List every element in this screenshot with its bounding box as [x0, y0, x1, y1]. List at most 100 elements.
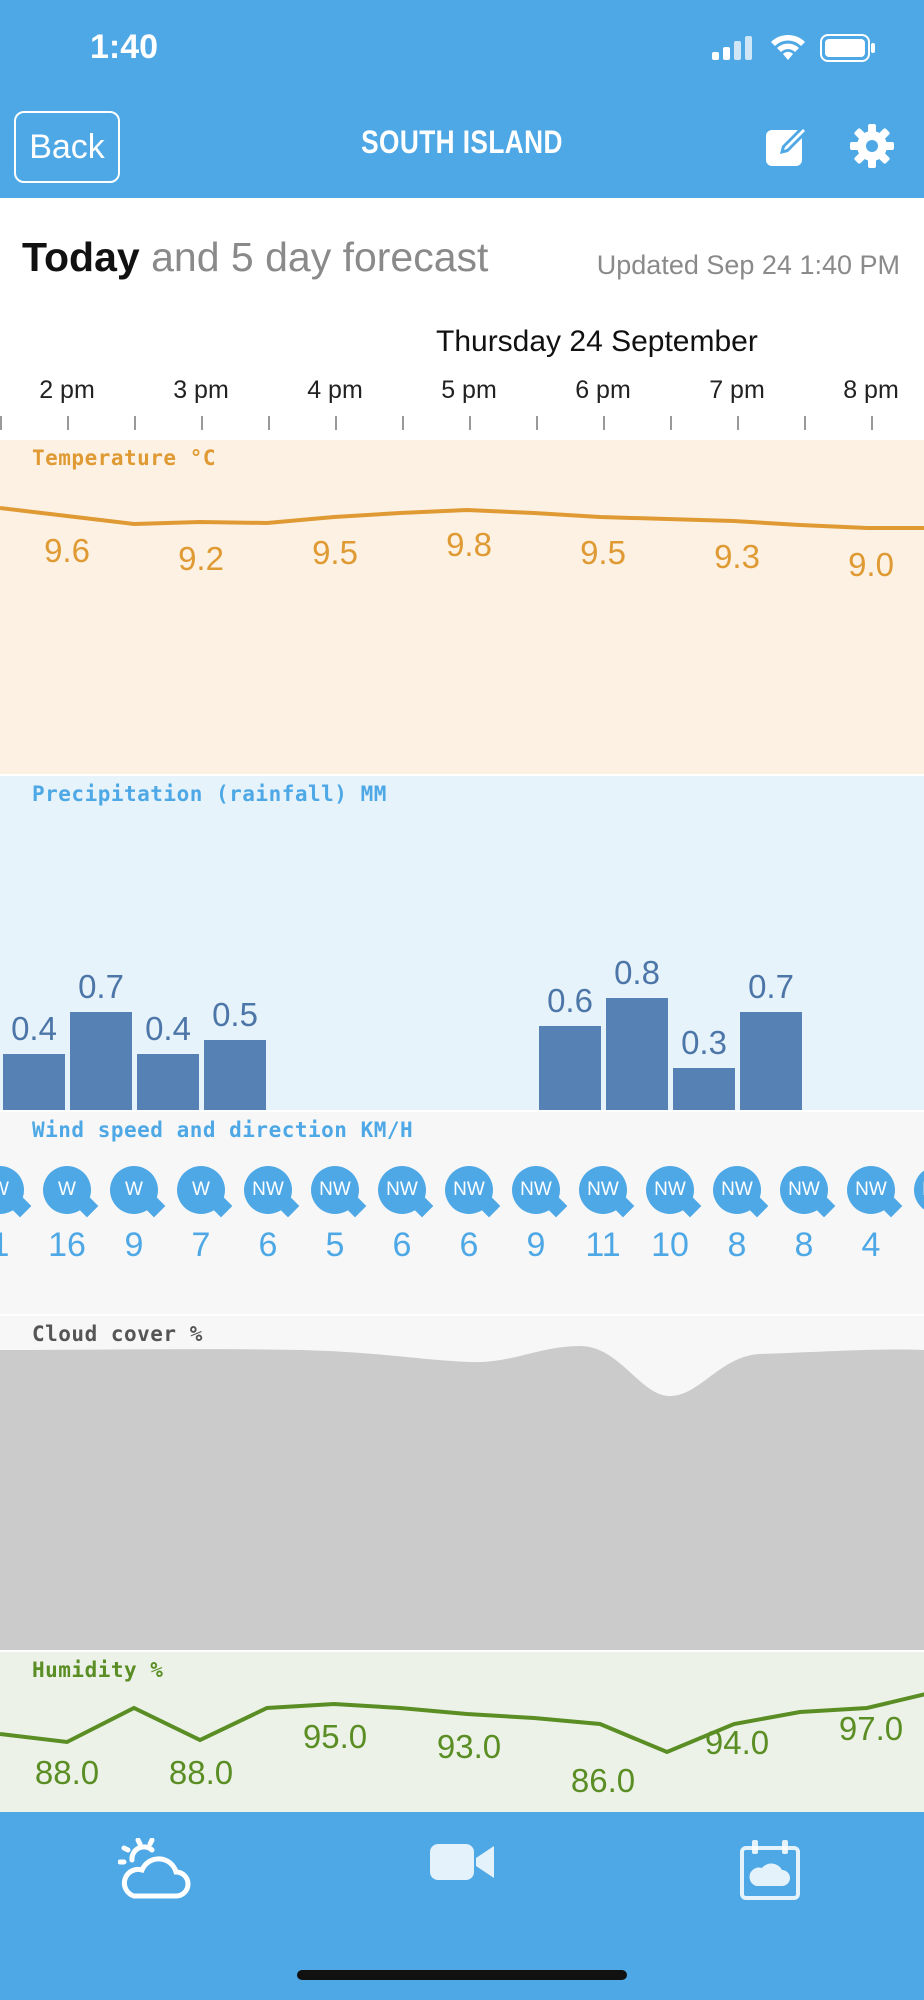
timeline-tick — [67, 416, 69, 430]
timeline-tick — [335, 416, 337, 430]
wind-direction-icon: NW — [512, 1166, 560, 1214]
precipitation-value: 0.8 — [614, 954, 660, 991]
wind-direction-icon: NW — [311, 1166, 359, 1214]
wind-speed: 4 — [861, 1226, 881, 1264]
timeline-tick — [402, 416, 404, 430]
timeline-tick — [670, 416, 672, 430]
status-icons — [712, 34, 876, 62]
humidity-value: 88.0 — [168, 1754, 234, 1791]
wind-speed: 8 — [794, 1226, 814, 1264]
precipitation-bar — [606, 998, 668, 1110]
wind-direction-icon: NW — [646, 1166, 694, 1214]
cloud-area — [0, 1346, 924, 1650]
wind-speed: 9 — [526, 1226, 546, 1264]
hour-label: 2 pm — [39, 376, 95, 404]
video-tab-icon[interactable] — [430, 1838, 496, 1886]
wind-direction-icon: NW — [914, 1166, 924, 1214]
wind-direction-icon: NW — [445, 1166, 493, 1214]
temperature-value: 9.8 — [446, 526, 492, 563]
heading-rest: and 5 day forecast — [139, 234, 489, 280]
wind-direction-icon: NW — [780, 1166, 828, 1214]
timeline-tick — [201, 416, 203, 430]
wind-speed: 6 — [459, 1226, 479, 1264]
back-button[interactable]: Back — [14, 111, 120, 183]
humidity-chart — [0, 1692, 924, 1755]
wind-speed: 8 — [727, 1226, 747, 1264]
wind-speed: 9 — [124, 1226, 144, 1264]
temperature-value: 9.6 — [44, 532, 90, 569]
wind-speed: 11 — [585, 1226, 621, 1264]
wind-title: Wind speed and direction KM/H — [32, 1118, 414, 1142]
precipitation-bar — [70, 1012, 132, 1110]
timeline-tick — [603, 416, 605, 430]
wind-direction-icon: W — [177, 1166, 225, 1214]
wind-speed: 7 — [191, 1226, 211, 1264]
edit-icon[interactable] — [764, 122, 812, 170]
wind-speed: 16 — [48, 1226, 86, 1264]
precipitation-value: 0.6 — [547, 982, 593, 1019]
temperature-title: Temperature °C — [32, 446, 217, 470]
temperature-value: 9.3 — [714, 538, 760, 575]
wind-speed: 6 — [392, 1226, 412, 1264]
precipitation-value: 0.7 — [748, 968, 794, 1005]
precipitation-bar — [673, 1068, 735, 1110]
wind-direction-icon: W — [110, 1166, 158, 1214]
wind-direction-icon: NW — [378, 1166, 426, 1214]
page-title: SOUTH ISLAND — [361, 124, 563, 160]
hour-label: 7 pm — [709, 376, 765, 404]
precipitation-value: 0.7 — [78, 968, 124, 1005]
precipitation-chart — [3, 998, 802, 1110]
timeline-tick — [134, 416, 136, 430]
battery-icon — [820, 34, 875, 62]
humidity-value: 86.0 — [570, 1762, 636, 1799]
temperature-value: 9.5 — [312, 534, 358, 571]
gear-icon[interactable] — [848, 122, 896, 170]
timeline-tick — [536, 416, 538, 430]
timeline-tick — [737, 416, 739, 430]
timeline-tick — [0, 416, 2, 430]
temperature-value: 9.5 — [580, 534, 626, 571]
humidity-value: 94.0 — [704, 1724, 770, 1761]
wind-speed: 1 — [0, 1226, 9, 1265]
forecast-heading: Today and 5 day forecast — [22, 234, 488, 281]
timeline-tick — [804, 416, 806, 430]
precipitation-value: 0.4 — [11, 1010, 57, 1047]
hour-label: 6 pm — [575, 376, 631, 404]
timeline-tick — [268, 416, 270, 430]
precipitation-title: Precipitation (rainfall) MM — [32, 782, 387, 806]
wifi-icon — [771, 34, 805, 60]
hour-label: 4 pm — [307, 376, 363, 404]
precipitation-bar — [539, 1026, 601, 1110]
hour-label: 5 pm — [441, 376, 497, 404]
timeline-tick — [871, 416, 873, 430]
timeline-tick — [469, 416, 471, 430]
precipitation-bar — [740, 1012, 802, 1110]
precipitation-bar — [204, 1040, 266, 1110]
hour-label: 3 pm — [173, 376, 229, 404]
precipitation-value: 0.5 — [212, 996, 258, 1033]
home-indicator — [297, 1970, 627, 1980]
humidity-title: Humidity % — [32, 1658, 164, 1682]
heading-today: Today — [22, 234, 140, 280]
humidity-line — [0, 1692, 924, 1755]
wind-direction-icon: NW — [244, 1166, 292, 1214]
humidity-value: 97.0 — [838, 1710, 904, 1747]
wind-direction-icon: NW — [847, 1166, 895, 1214]
precipitation-value: 0.3 — [681, 1024, 727, 1061]
signal-icon — [712, 36, 752, 60]
precipitation-value: 0.4 — [145, 1010, 191, 1047]
temperature-section: Temperature °C — [0, 440, 924, 774]
temperature-chart — [0, 506, 924, 530]
updated-timestamp: Updated Sep 24 1:40 PM — [596, 250, 900, 280]
cloud-chart — [0, 1346, 924, 1650]
weather-tab-icon[interactable] — [118, 1838, 192, 1902]
temperature-value: 9.0 — [848, 546, 894, 583]
wind-direction-icon: W — [43, 1166, 91, 1214]
calendar-tab-icon[interactable] — [738, 1838, 802, 1902]
wind-speed: 5 — [325, 1226, 345, 1264]
temperature-value: 9.2 — [178, 540, 224, 577]
wind-direction-icon: NW — [713, 1166, 761, 1214]
humidity-value: 95.0 — [302, 1718, 368, 1755]
wind-speed: 6 — [258, 1226, 278, 1264]
precipitation-bar — [137, 1054, 199, 1110]
